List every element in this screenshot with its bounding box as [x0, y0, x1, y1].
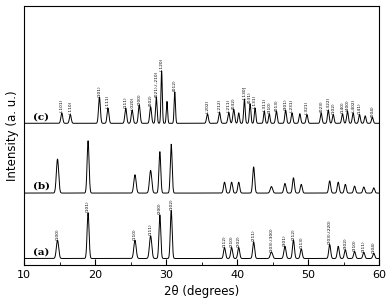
Text: (113): (113) [299, 237, 303, 248]
Text: (-111): (-111) [106, 94, 110, 108]
Text: (032): (032) [232, 97, 236, 109]
Text: (400): (400) [345, 99, 349, 111]
Text: (301): (301) [283, 234, 287, 246]
Y-axis label: Intensity (a. u.): Intensity (a. u.) [5, 90, 18, 181]
Text: (-110): (-110) [68, 101, 72, 114]
Text: (101): (101) [86, 201, 90, 212]
Text: (-131): (-131) [253, 94, 257, 108]
Text: (012): (012) [173, 80, 177, 92]
Text: (004): (004) [370, 105, 374, 117]
Text: (141): (141) [358, 102, 361, 114]
Text: (023): (023) [319, 101, 323, 112]
Text: (100): (100) [56, 228, 60, 240]
Text: [-130]: [-130] [242, 86, 247, 99]
Text: (112): (112) [223, 236, 227, 247]
Text: (-020): (-020) [130, 97, 134, 110]
Text: (-231): (-231) [290, 99, 294, 112]
Text: (-402): (-402) [351, 99, 355, 112]
Text: (102): (102) [331, 102, 335, 114]
Text: (200): (200) [158, 203, 162, 214]
Text: (031): (031) [248, 92, 252, 103]
Text: (-321): (-321) [305, 101, 309, 114]
Text: (140): (140) [341, 102, 345, 113]
Text: (310): (310) [352, 240, 357, 251]
X-axis label: 2θ (degrees): 2θ (degrees) [164, 285, 240, 299]
Text: (200): (200) [137, 93, 141, 105]
Text: (021),(-210): (021),(-210) [154, 71, 158, 97]
Text: (-101): (-101) [60, 99, 64, 112]
Text: (211): (211) [252, 230, 256, 241]
Text: (b): (b) [33, 182, 50, 191]
Text: (104): (104) [372, 241, 376, 253]
Text: (-212): (-212) [218, 99, 221, 112]
Text: (210): (210) [230, 236, 234, 247]
Text: (-322): (-322) [326, 97, 330, 110]
Text: (311): (311) [362, 240, 366, 252]
Text: (a): (a) [33, 247, 49, 256]
Text: (-211): (-211) [227, 99, 231, 112]
Text: (110): (110) [133, 228, 137, 240]
Text: (-311): (-311) [262, 97, 266, 111]
Text: (301): (301) [284, 98, 288, 110]
Text: (302): (302) [343, 238, 347, 249]
Text: (203),(220): (203),(220) [328, 219, 332, 244]
Text: (c): (c) [33, 112, 49, 121]
Text: (102): (102) [169, 199, 173, 210]
Text: (310): (310) [267, 102, 271, 113]
Text: (111): (111) [149, 224, 152, 235]
Text: (103),(300): (103),(300) [269, 227, 274, 251]
Text: (-202): (-202) [205, 100, 209, 113]
Text: (002): (002) [149, 95, 152, 106]
Text: (013): (013) [274, 99, 278, 111]
Text: (202): (202) [237, 236, 241, 247]
Text: (-120): (-120) [160, 57, 163, 71]
Text: (111): (111) [124, 96, 128, 108]
Text: (101): (101) [98, 85, 102, 97]
Text: (212): (212) [292, 228, 296, 240]
